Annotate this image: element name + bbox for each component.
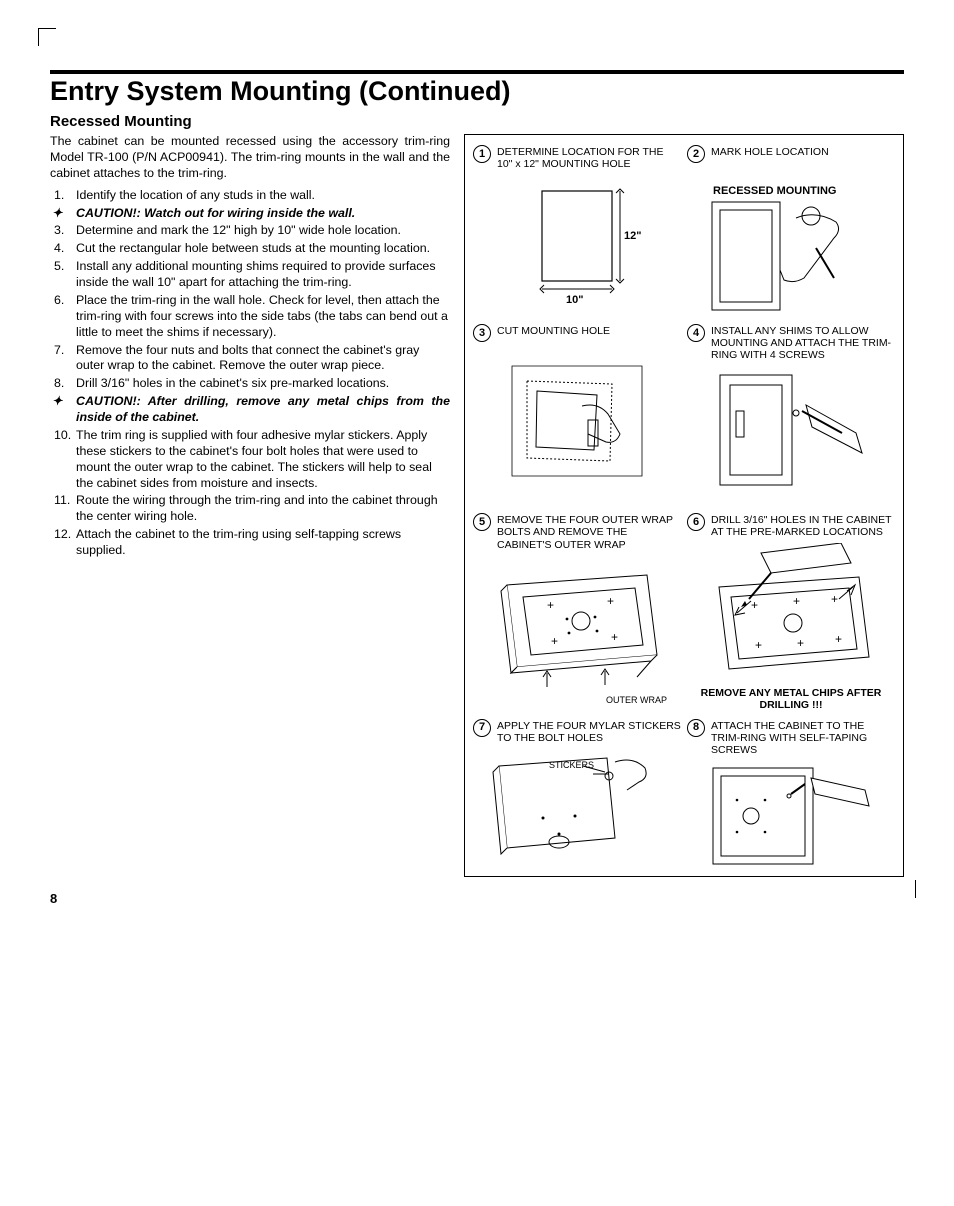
step-circle-8: 8 [687,719,705,737]
title-rule [50,70,904,74]
outer-wrap-label: OUTER WRAP [473,695,681,705]
svg-text:+: + [751,598,758,612]
step-list: Identify the location of any studs in th… [50,188,450,559]
page-title: Entry System Mounting (Continued) [50,76,904,107]
panel-text-3: CUT MOUNTING HOLE [497,324,610,337]
crop-mark-tl [38,28,56,46]
svg-text:+: + [793,594,800,608]
illustration-7: STICKERS [473,748,681,858]
svg-text:10": 10" [566,294,583,306]
illustration-3 [473,346,681,486]
panel-cell-2: 2 MARK HOLE LOCATION RECESSED MOUNTING [687,145,895,316]
svg-text:+: + [551,634,558,648]
panel-cell-6: 6 DRILL 3/16" HOLES IN THE CABINET AT TH… [687,513,895,710]
caution-2: CAUTION!: After drilling, remove any met… [50,394,450,426]
crop-mark-br [898,880,916,898]
caution-1: CAUTION!: Watch out for wiring inside th… [50,206,450,222]
step-10: Attach the cabinet to the trim-ring usin… [50,527,450,559]
step-circle-4: 4 [687,324,705,342]
panel-text-2: MARK HOLE LOCATION [711,145,829,158]
svg-text:+: + [797,636,804,650]
panel-cell-5: 5 REMOVE THE FOUR OUTER WRAP BOLTS AND R… [473,513,681,710]
panel-text-7: APPLY THE FOUR MYLAR STICKERS TO THE BOL… [497,719,681,744]
illustration-5: + + + + [473,555,681,695]
step-7: Drill 3/16" holes in the cabinet's six p… [50,376,450,392]
step-9: Route the wiring through the trim-ring a… [50,493,450,525]
svg-text:+: + [547,598,554,612]
metal-chips-warning: REMOVE ANY METAL CHIPS AFTER DRILLING !!… [687,687,895,711]
panel-cell-3: 3 CUT MOUNTING HOLE [473,324,681,505]
step-circle-6: 6 [687,513,705,531]
panel-cell-7: 7 APPLY THE FOUR MYLAR STICKERS TO THE B… [473,719,681,870]
panel-text-6: DRILL 3/16" HOLES IN THE CABINET AT THE … [711,513,895,538]
illustration-4 [687,365,895,505]
content-columns: The cabinet can be mounted recessed usin… [50,134,904,877]
step-6: Remove the four nuts and bolts that conn… [50,343,450,375]
stickers-label: STICKERS [549,760,594,770]
recessed-mounting-label: RECESSED MOUNTING [713,185,895,198]
section-subhead: Recessed Mounting [50,113,904,130]
panel-cell-4: 4 INSTALL ANY SHIMS TO ALLOW MOUNTING AN… [687,324,895,505]
svg-text:+: + [835,632,842,646]
step-2: Determine and mark the 12" high by 10" w… [50,223,450,239]
step-circle-5: 5 [473,513,491,531]
illustration-panel: 1 DETERMINE LOCATION FOR THE 10" x 12" M… [464,134,904,877]
illustration-grid: 1 DETERMINE LOCATION FOR THE 10" x 12" M… [473,145,895,870]
step-circle-2: 2 [687,145,705,163]
illustration-8 [687,760,895,870]
svg-text:+: + [611,630,618,644]
left-column: The cabinet can be mounted recessed usin… [50,134,450,877]
step-5: Place the trim-ring in the wall hole. Ch… [50,293,450,341]
svg-text:+: + [831,592,838,606]
panel-cell-8: 8 ATTACH THE CABINET TO THE TRIM-RING WI… [687,719,895,870]
svg-text:+: + [755,638,762,652]
step-circle-1: 1 [473,145,491,163]
svg-text:12": 12" [624,230,641,242]
panel-text-5: REMOVE THE FOUR OUTER WRAP BOLTS AND REM… [497,513,681,550]
step-4: Install any additional mounting shims re… [50,259,450,291]
step-8: The trim ring is supplied with four adhe… [50,428,450,492]
panel-text-8: ATTACH THE CABINET TO THE TRIM-RING WITH… [711,719,895,756]
svg-text:+: + [607,594,614,608]
illustration-6: + + + + + + [687,543,895,683]
page-number: 8 [50,891,904,906]
intro-paragraph: The cabinet can be mounted recessed usin… [50,134,450,182]
illustration-2 [687,198,895,316]
step-1: Identify the location of any studs in th… [50,188,450,204]
panel-text-1: DETERMINE LOCATION FOR THE 10" x 12" MOU… [497,145,681,170]
step-circle-7: 7 [473,719,491,737]
panel-text-4: INSTALL ANY SHIMS TO ALLOW MOUNTING AND … [711,324,895,361]
illustration-1: 12" 10" [473,174,681,314]
panel-cell-1: 1 DETERMINE LOCATION FOR THE 10" x 12" M… [473,145,681,316]
step-circle-3: 3 [473,324,491,342]
step-3: Cut the rectangular hole between studs a… [50,241,450,257]
